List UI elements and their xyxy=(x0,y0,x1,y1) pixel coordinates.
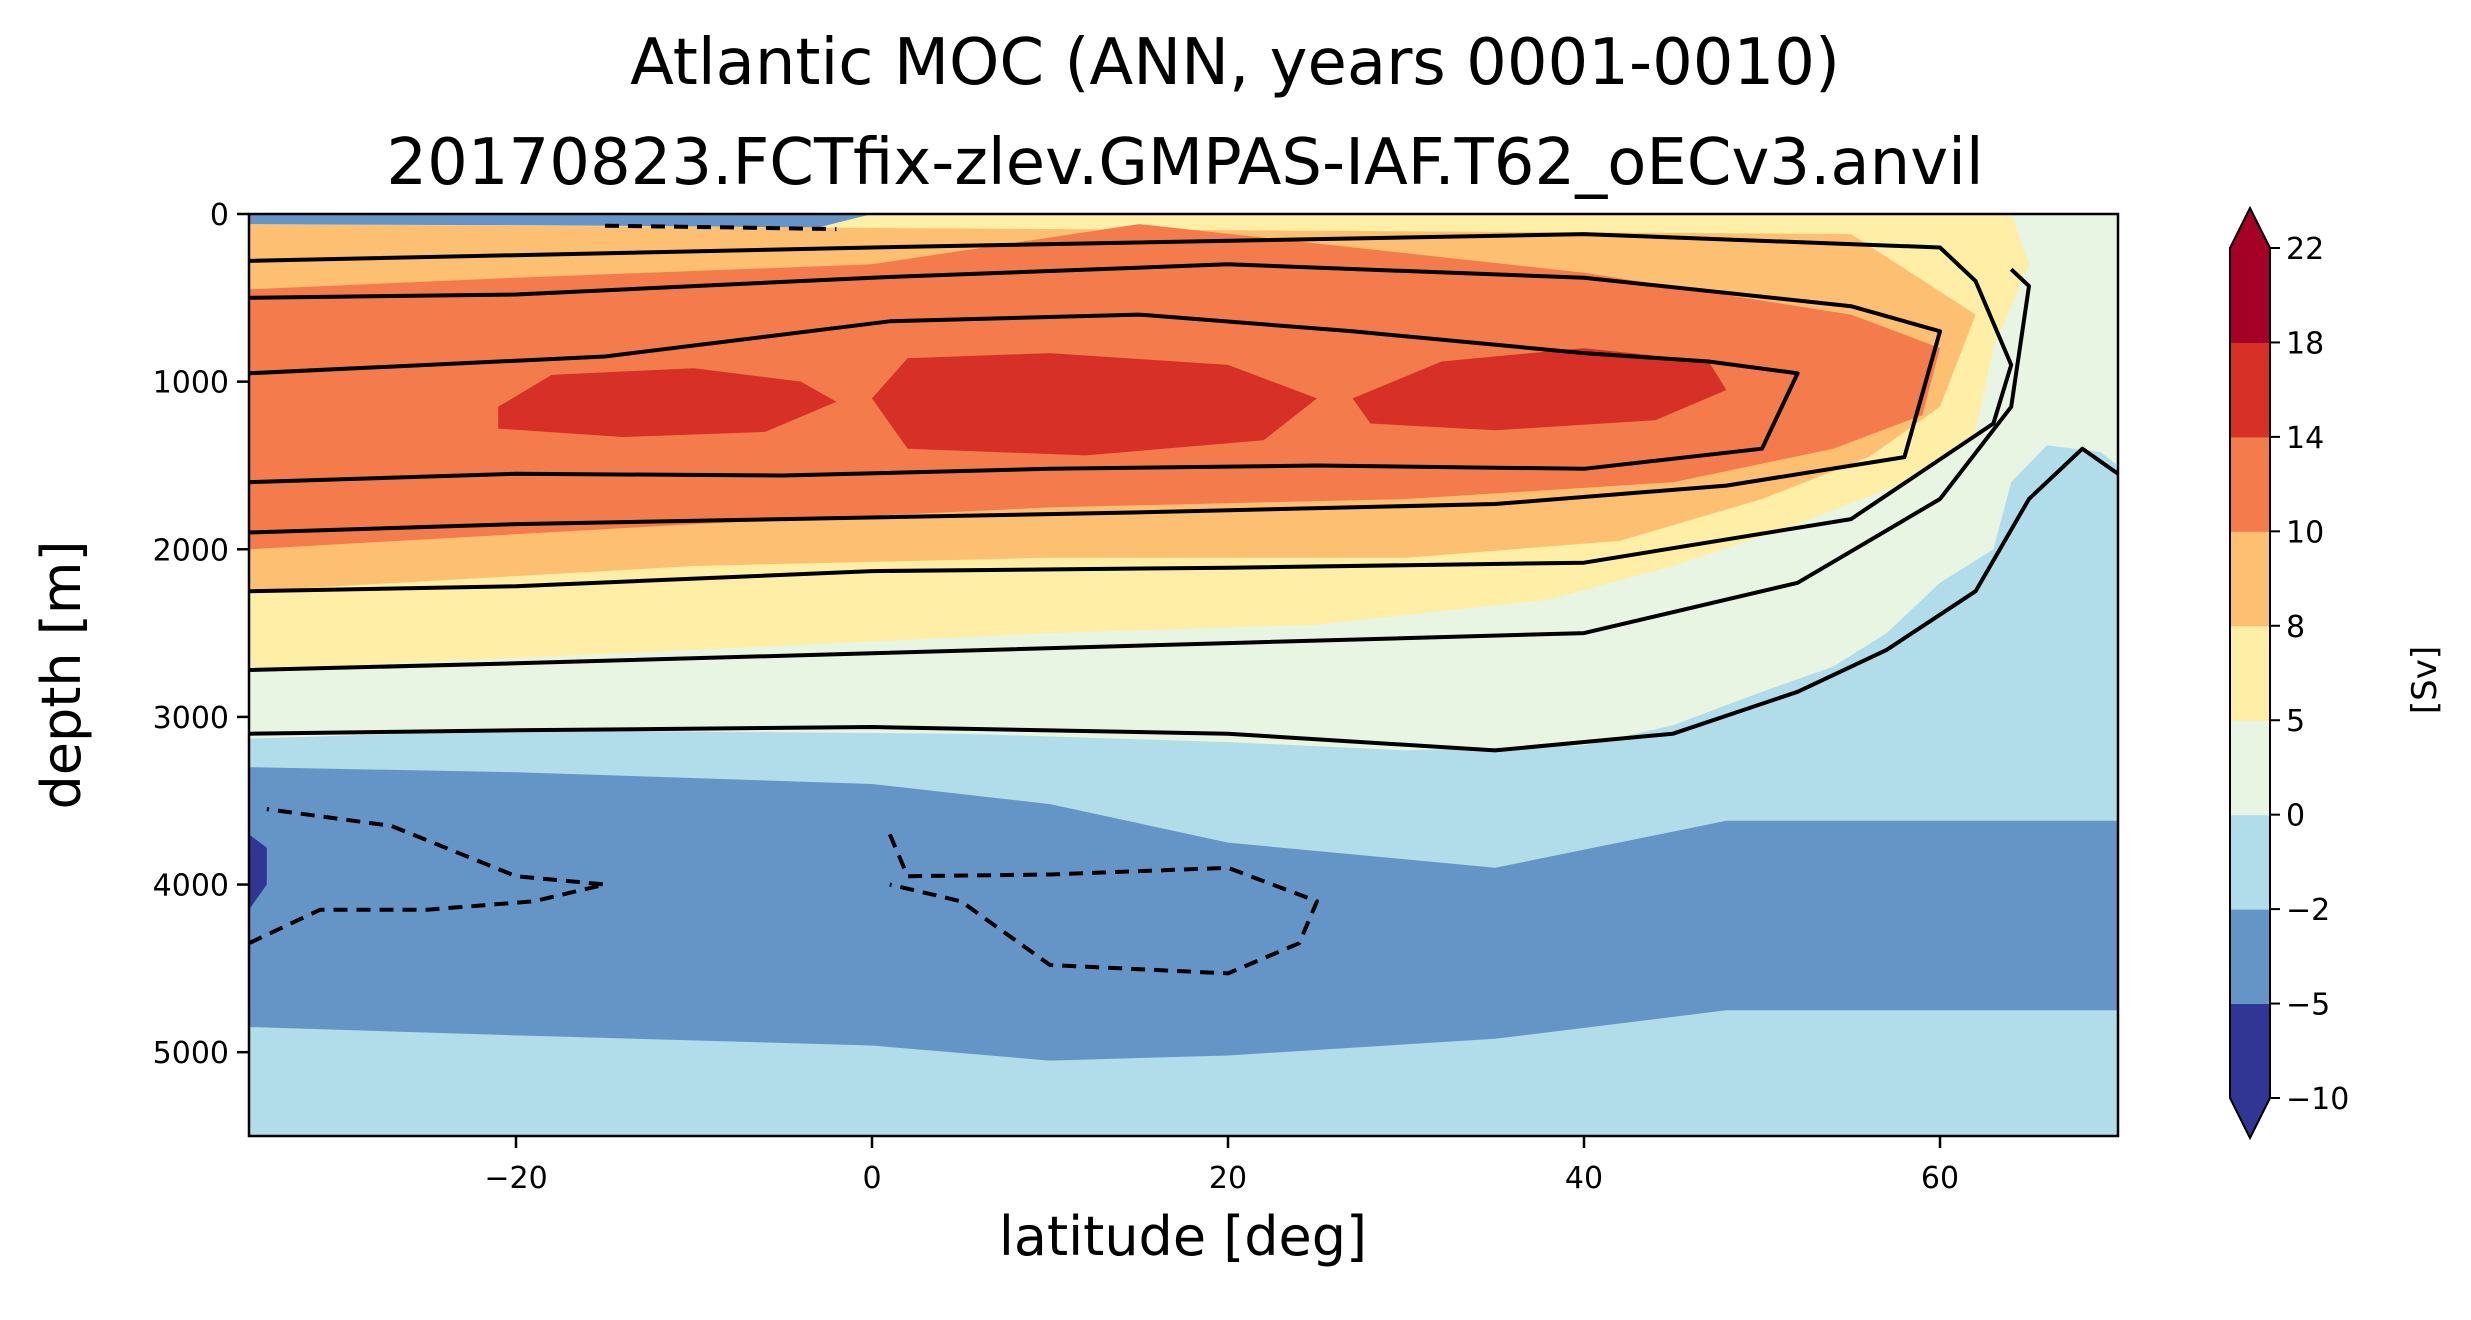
region-deep-negative xyxy=(249,767,2118,1061)
plot-frame xyxy=(247,212,2120,1138)
y-tick-label: 4000 xyxy=(153,869,229,904)
colorbar-extend-min xyxy=(2230,1098,2270,1138)
colorbar-segment xyxy=(2230,720,2270,816)
region-14-18-a xyxy=(498,368,837,437)
x-tick-label: 0 xyxy=(862,1161,881,1196)
contour-5 xyxy=(249,267,2031,672)
colorbar-tick-label: 5 xyxy=(2286,704,2305,739)
colorbar-segment xyxy=(2230,342,2270,438)
colorbar-tick-label: 14 xyxy=(2286,421,2324,456)
y-tick-label: 5000 xyxy=(153,1036,229,1071)
colorbar-segment xyxy=(2230,909,2270,1005)
x-axis-label: latitude [deg] xyxy=(999,1205,1367,1268)
colorbar-segment xyxy=(2230,436,2270,532)
colorbar-segment xyxy=(2230,531,2270,627)
colorbar-tick-label: −5 xyxy=(2286,988,2330,1023)
colorbar-tick-label: 22 xyxy=(2286,232,2324,267)
contour-neg-a xyxy=(249,807,607,946)
x-axis-ticks: −20 0 20 40 60 xyxy=(484,1136,1959,1196)
y-tick-label: 0 xyxy=(210,198,229,233)
colorbar-tick-label: −2 xyxy=(2286,893,2330,928)
colorbar-tick-label: 0 xyxy=(2286,799,2305,834)
x-tick-label: 20 xyxy=(1209,1161,1247,1196)
region-surface-negative xyxy=(249,214,872,228)
contour-neg-b xyxy=(887,833,1319,976)
x-tick-label: −20 xyxy=(484,1161,547,1196)
y-axis-ticks: 0 1000 2000 3000 4000 5000 xyxy=(153,198,249,1071)
region-14-18-c xyxy=(1352,348,1727,431)
colorbar: −10 −5 −2 0 5 8 10 14 18 22 xyxy=(2229,205,2349,1141)
colorbar-tick-label: 18 xyxy=(2286,326,2324,361)
colorbar-tick-label: −10 xyxy=(2286,1082,2349,1117)
y-tick-label: 2000 xyxy=(153,533,229,568)
x-tick-label: 40 xyxy=(1565,1161,1603,1196)
colorbar-tick-label: 8 xyxy=(2286,610,2305,645)
region-14-18-b xyxy=(872,353,1317,456)
colorbar-tick-label: 10 xyxy=(2286,515,2324,550)
colorbar-label: [Sv] xyxy=(2405,646,2445,714)
contour-0 xyxy=(249,446,2118,753)
colorbar-segment xyxy=(2230,1003,2270,1099)
plot-area xyxy=(249,214,2118,1136)
colorbar-extend-max xyxy=(2230,208,2270,248)
chart-subtitle: 20170823.FCTfix-zlev.GMPAS-IAF.T62_oECv3… xyxy=(386,126,1983,200)
y-axis-label: depth [m] xyxy=(30,540,93,809)
contour-10 xyxy=(249,262,1942,535)
colorbar-segment xyxy=(2230,625,2270,721)
contour-8 xyxy=(249,232,2014,594)
y-tick-label: 3000 xyxy=(153,701,229,736)
y-tick-label: 1000 xyxy=(153,366,229,401)
chart-title: Atlantic MOC (ANN, years 0001-0010) xyxy=(630,26,1840,100)
colorbar-segment xyxy=(2230,248,2270,343)
contour-neg-c xyxy=(604,223,837,232)
contour-14 xyxy=(249,312,1800,485)
x-tick-label: 60 xyxy=(1921,1161,1959,1196)
region-bottom-extreme xyxy=(249,834,267,910)
colorbar-segment xyxy=(2230,814,2270,910)
